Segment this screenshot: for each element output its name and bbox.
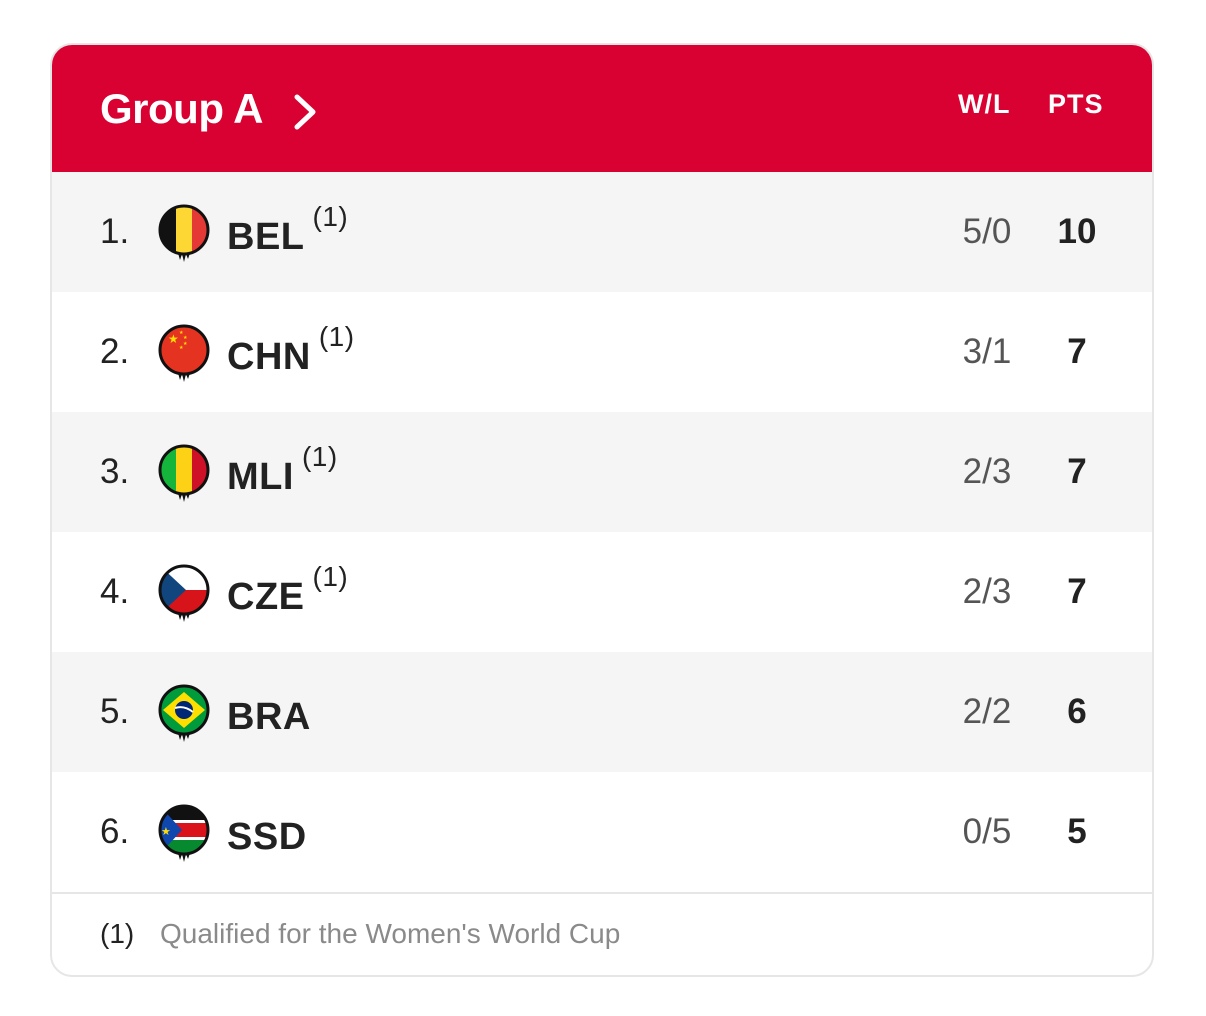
rank: 3. [100, 452, 130, 491]
group-title-link[interactable]: Group A [100, 45, 317, 172]
win-loss: 2/2 [962, 692, 1012, 731]
qualified-marker: (1) [318, 321, 355, 352]
wl-column-header: W/L [958, 89, 1011, 119]
table-row[interactable]: 6. ★ SSD 0/5 5 [52, 772, 1152, 892]
svg-text:★: ★ [179, 345, 184, 351]
rank: 1. [100, 212, 130, 251]
team-name: BEL (1) [227, 172, 348, 292]
czechia-flag-icon [158, 564, 210, 622]
brazil-flag-icon [158, 684, 210, 742]
points: 7 [1067, 452, 1087, 491]
qualified-marker: (1) [301, 441, 338, 472]
pts-column-header: PTS [1048, 89, 1104, 119]
chevron-right-icon [294, 94, 316, 129]
points: 7 [1067, 332, 1087, 371]
win-loss: 3/1 [962, 332, 1012, 371]
svg-text:★: ★ [161, 825, 171, 838]
table-row[interactable]: 2. ★ ★ ★ ★ ★ CHN (1) 3/1 7 [52, 292, 1152, 412]
team-code: BEL [227, 215, 305, 258]
team-code: MLI [227, 455, 294, 498]
win-loss: 2/3 [962, 452, 1012, 491]
team-name: BRA [227, 652, 311, 772]
team-name: CZE (1) [227, 532, 348, 652]
belgium-flag-icon [158, 204, 210, 262]
qualified-marker: (1) [312, 561, 349, 592]
win-loss: 0/5 [962, 812, 1012, 851]
team-code: BRA [227, 695, 311, 738]
points: 7 [1067, 572, 1087, 611]
svg-text:★: ★ [183, 341, 188, 347]
mali-flag-icon [158, 444, 210, 502]
south-sudan-flag-icon: ★ [158, 804, 210, 862]
legend-footer: (1) Qualified for the Women's World Cup [52, 892, 1152, 975]
china-flag-icon: ★ ★ ★ ★ ★ [158, 324, 210, 382]
points: 5 [1067, 812, 1087, 851]
svg-text:★: ★ [168, 332, 179, 346]
team-code: CHN [227, 335, 311, 378]
table-row[interactable]: 3. MLI (1) 2/3 7 [52, 412, 1152, 532]
win-loss: 5/0 [962, 212, 1012, 251]
points: 6 [1067, 692, 1087, 731]
svg-text:★: ★ [179, 330, 184, 336]
team-name: CHN (1) [227, 292, 355, 412]
group-header: Group A W/L PTS [52, 45, 1152, 172]
team-code: CZE [227, 575, 305, 618]
team-name: MLI (1) [227, 412, 338, 532]
rank: 6. [100, 812, 130, 851]
table-row[interactable]: 5. BRA 2/2 6 [52, 652, 1152, 772]
group-title: Group A [100, 84, 263, 132]
svg-text:★: ★ [183, 335, 188, 341]
rank: 4. [100, 572, 130, 611]
qualified-marker: (1) [312, 201, 349, 232]
points: 10 [1057, 212, 1097, 251]
rank: 2. [100, 332, 130, 371]
table-row[interactable]: 1. BEL (1) 5/0 10 [52, 172, 1152, 292]
table-row[interactable]: 4. CZE (1) 2/3 7 [52, 532, 1152, 652]
rank: 5. [100, 692, 130, 731]
win-loss: 2/3 [962, 572, 1012, 611]
team-name: SSD [227, 772, 307, 892]
team-code: SSD [227, 815, 307, 858]
group-standings-card: Group A W/L PTS 1. BEL (1) 5/0 10 [50, 43, 1154, 977]
legend-marker: (1) [100, 918, 135, 949]
legend-note: Qualified for the Women's World Cup [160, 918, 621, 949]
